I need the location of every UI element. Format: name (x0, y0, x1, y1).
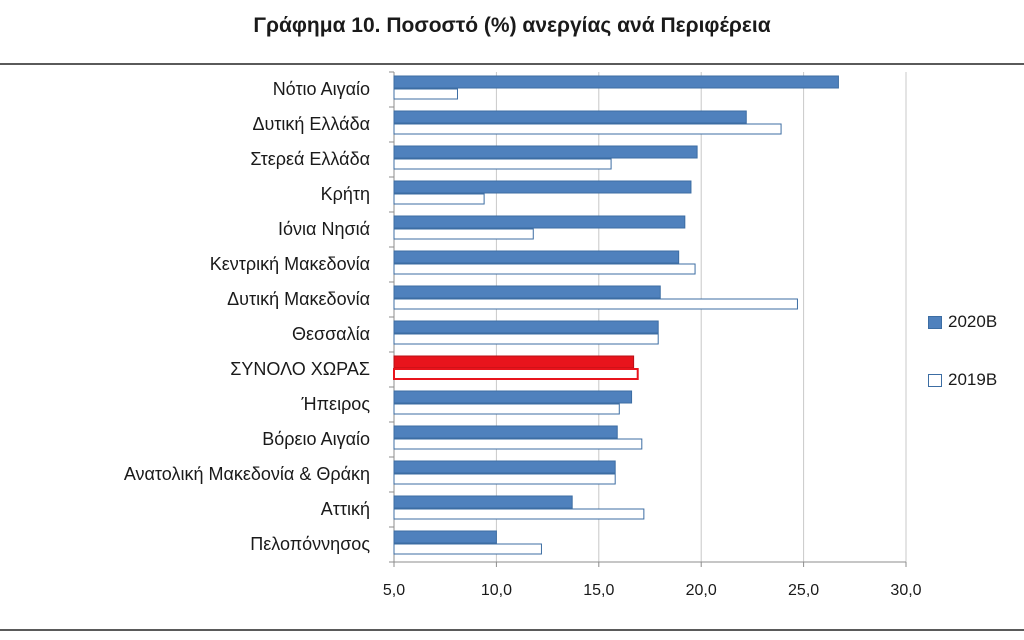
category-label: Δυτική Ελλάδα (252, 114, 370, 134)
category-label: Ανατολική Μακεδονία & Θράκη (124, 464, 370, 484)
category-label: Στερεά Ελλάδα (250, 149, 370, 169)
chart-title: Γράφημα 10. Ποσοστό (%) ανεργίας ανά Περ… (253, 14, 771, 37)
bar-2020 (393, 390, 633, 404)
bar-2020 (393, 75, 839, 89)
x-tick-label: 30,0 (890, 582, 921, 599)
bar-2020 (393, 285, 661, 299)
bar-2019 (393, 88, 458, 100)
category-label: Ιόνια Νησιά (278, 219, 370, 239)
bar-2019 (393, 508, 645, 520)
top-divider (0, 63, 1024, 65)
bar-2019 (393, 263, 696, 275)
bar-2019 (393, 543, 542, 555)
bar-2020 (393, 495, 573, 509)
bar-2019 (393, 438, 643, 450)
legend-swatch-2020 (928, 315, 942, 329)
category-label: Θεσσαλία (292, 324, 370, 344)
bar-2020 (393, 180, 692, 194)
category-label: Πελοπόννησος (250, 534, 370, 554)
bar-2020 (393, 460, 616, 474)
legend-item-2020: 2020Β (928, 312, 997, 332)
x-tick-label: 10,0 (481, 582, 512, 599)
x-tick-label: 15,0 (583, 582, 614, 599)
legend-label-2019: 2019Β (948, 370, 998, 389)
bar-2019 (393, 158, 612, 170)
bar-2020 (393, 110, 747, 124)
category-label: Δυτική Μακεδονία (227, 289, 370, 309)
category-label: Αττική (321, 499, 370, 519)
category-label: Κρήτη (321, 184, 370, 204)
legend-label-2020: 2020Β (948, 312, 998, 331)
bar-2020 (393, 250, 680, 264)
bar-2019 (393, 473, 616, 485)
bar-2020 (393, 355, 635, 369)
bar-2019 (393, 193, 485, 205)
x-tick-label: 25,0 (788, 582, 819, 599)
bar-2019 (393, 403, 620, 415)
legend-item-2019: 2019Β (928, 370, 997, 390)
category-label: ΣΥΝΟΛΟ ΧΩΡΑΣ (230, 359, 370, 379)
bottom-divider (0, 629, 1024, 631)
bar-2020 (393, 425, 618, 439)
bar-2019 (393, 298, 798, 310)
bar-2020 (393, 530, 497, 544)
category-label: Ήπειρος (301, 394, 371, 414)
bar-2019 (393, 228, 534, 240)
bar-2019 (393, 333, 659, 345)
bar-2019 (393, 368, 639, 380)
bar-2020 (393, 320, 659, 334)
bar-2019 (393, 123, 782, 135)
x-tick-label: 5,0 (383, 582, 405, 599)
legend-swatch-2019 (928, 373, 942, 387)
bar-2020 (393, 145, 698, 159)
category-label: Βόρειο Αιγαίο (262, 429, 370, 449)
category-label: Κεντρική Μακεδονία (210, 254, 370, 274)
x-tick-label: 20,0 (686, 582, 717, 599)
category-label: Νότιο Αιγαίο (273, 79, 370, 99)
bar-2020 (393, 215, 686, 229)
